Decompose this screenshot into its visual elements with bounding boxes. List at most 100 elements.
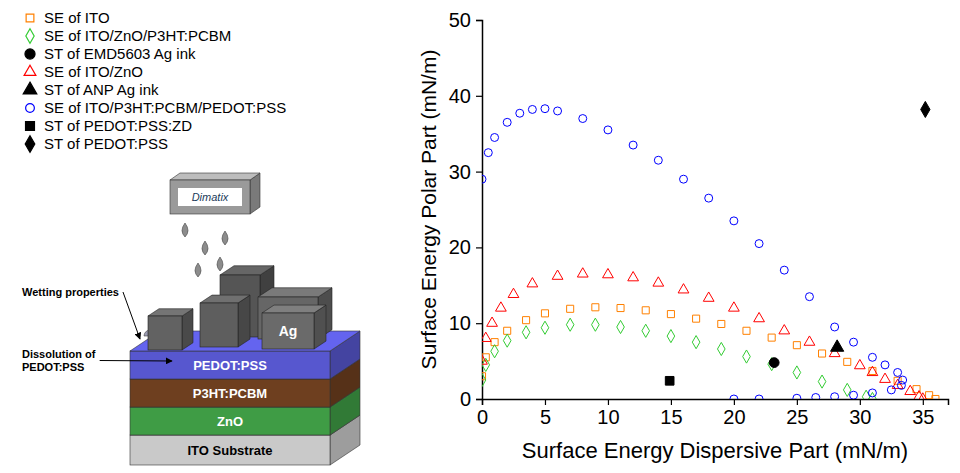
falling-drop bbox=[222, 231, 228, 245]
tick: 30 bbox=[849, 399, 871, 428]
point bbox=[528, 105, 536, 113]
point bbox=[527, 278, 538, 287]
plot-marks bbox=[482, 101, 939, 399]
cube-front bbox=[200, 303, 238, 347]
cube-top bbox=[262, 305, 326, 313]
point bbox=[850, 338, 858, 346]
tick: 5 bbox=[540, 399, 551, 428]
cube-top bbox=[220, 266, 274, 275]
cube-front bbox=[262, 313, 314, 349]
tick: 0 bbox=[477, 399, 488, 428]
tick-label: 20 bbox=[723, 406, 745, 428]
falling-drop bbox=[195, 263, 201, 277]
point bbox=[654, 156, 662, 164]
cube-side bbox=[238, 295, 250, 347]
point bbox=[592, 304, 599, 311]
point bbox=[805, 293, 813, 301]
falling-drop bbox=[182, 223, 188, 237]
point bbox=[818, 375, 826, 388]
falling-drop bbox=[217, 257, 223, 271]
tick-label: 30 bbox=[449, 161, 471, 183]
legend-marker bbox=[26, 14, 34, 22]
electrode-label: Ag bbox=[279, 323, 298, 339]
point bbox=[831, 340, 844, 351]
point bbox=[653, 277, 664, 286]
tick: 25 bbox=[786, 399, 808, 428]
point bbox=[703, 292, 714, 301]
point bbox=[755, 240, 763, 248]
point bbox=[921, 101, 930, 117]
tick: 0 bbox=[460, 388, 482, 410]
legend-marker bbox=[24, 65, 36, 75]
y-axis: 01020304050 bbox=[449, 9, 483, 410]
tick: 20 bbox=[723, 399, 745, 428]
point bbox=[729, 302, 740, 311]
point bbox=[831, 393, 839, 399]
tick: 35 bbox=[912, 399, 934, 428]
point bbox=[693, 315, 700, 322]
point bbox=[793, 394, 801, 399]
point bbox=[482, 355, 487, 364]
tick-label: 15 bbox=[660, 406, 682, 428]
tick-label: 50 bbox=[449, 9, 471, 31]
point bbox=[793, 366, 801, 379]
legend-label: SE of ITO/P3HT:PCBM/PEDOT:PSS bbox=[44, 99, 286, 116]
point bbox=[541, 105, 549, 113]
point bbox=[887, 386, 895, 394]
tick-label: 5 bbox=[540, 406, 551, 428]
legend: SE of ITOSE of ITO/ZnO/P3HT:PCBMST of EM… bbox=[23, 9, 286, 152]
tick-label: 10 bbox=[449, 312, 471, 334]
cube-top bbox=[148, 309, 193, 316]
point bbox=[482, 175, 486, 183]
point bbox=[831, 323, 839, 331]
point bbox=[804, 336, 815, 345]
layer-label: ITO Substrate bbox=[187, 443, 272, 458]
point bbox=[522, 326, 530, 339]
point bbox=[717, 342, 725, 355]
legend-marker bbox=[26, 29, 34, 43]
point bbox=[552, 270, 563, 279]
axis-line bbox=[476, 21, 483, 400]
ag-block bbox=[262, 305, 326, 349]
layer-front bbox=[130, 407, 330, 435]
point bbox=[604, 126, 612, 134]
point bbox=[496, 302, 507, 311]
tick-mark bbox=[545, 399, 546, 405]
layer-front bbox=[130, 351, 330, 379]
point bbox=[592, 318, 600, 331]
series bbox=[665, 376, 674, 385]
point bbox=[881, 361, 889, 369]
point bbox=[897, 381, 905, 389]
legend-label: ST of PEDOT:PSS bbox=[44, 135, 168, 152]
series bbox=[921, 101, 930, 117]
point bbox=[508, 288, 519, 297]
point bbox=[487, 317, 498, 326]
point bbox=[730, 217, 738, 225]
point bbox=[642, 307, 649, 314]
point bbox=[554, 107, 562, 115]
legend-marker bbox=[23, 82, 37, 94]
point bbox=[854, 359, 865, 368]
legend-marker bbox=[26, 104, 35, 113]
point bbox=[932, 395, 939, 399]
point bbox=[503, 334, 511, 347]
legend-label: ST of ANP Ag ink bbox=[44, 81, 159, 98]
tick: 40 bbox=[449, 85, 482, 107]
printhead-label: Dimatix bbox=[192, 191, 229, 203]
tick: 15 bbox=[660, 399, 682, 428]
legend-label: SE of ITO bbox=[44, 9, 110, 26]
point bbox=[905, 385, 916, 394]
point bbox=[868, 353, 876, 361]
point bbox=[491, 345, 499, 358]
ag-block bbox=[200, 295, 250, 347]
tick-mark bbox=[860, 399, 861, 405]
axis-line bbox=[483, 400, 949, 406]
printhead-label-bg bbox=[178, 188, 242, 206]
x-axis-title: Surface Energy Dispersive Part (mN/m) bbox=[522, 438, 908, 463]
point bbox=[665, 376, 674, 385]
point bbox=[603, 268, 614, 277]
tick-label: 35 bbox=[912, 406, 934, 428]
series bbox=[482, 105, 907, 399]
tick: 50 bbox=[449, 9, 482, 31]
annotation: Dissolution ofPEDOT:PSS bbox=[22, 348, 96, 373]
